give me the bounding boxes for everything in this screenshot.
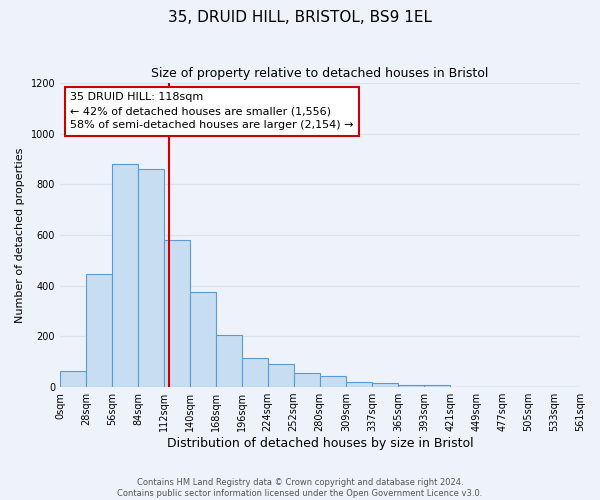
Text: 35, DRUID HILL, BRISTOL, BS9 1EL: 35, DRUID HILL, BRISTOL, BS9 1EL [168,10,432,25]
Bar [60,370,86,387]
Bar [138,169,164,387]
Bar [190,292,216,387]
Y-axis label: Number of detached properties: Number of detached properties [15,148,25,323]
Bar [346,382,373,387]
Bar [398,385,424,387]
Text: 35 DRUID HILL: 118sqm
← 42% of detached houses are smaller (1,556)
58% of semi-d: 35 DRUID HILL: 118sqm ← 42% of detached … [70,92,354,130]
Text: Contains HM Land Registry data © Crown copyright and database right 2024.
Contai: Contains HM Land Registry data © Crown c… [118,478,482,498]
Bar [320,376,346,387]
Bar [424,385,450,387]
Bar [164,240,190,387]
Bar [268,364,293,387]
Bar [216,335,242,387]
Bar [86,274,112,387]
Bar [242,358,268,387]
Bar [373,382,398,387]
Bar [112,164,138,387]
Bar [293,373,320,387]
X-axis label: Distribution of detached houses by size in Bristol: Distribution of detached houses by size … [167,437,473,450]
Title: Size of property relative to detached houses in Bristol: Size of property relative to detached ho… [151,68,489,80]
